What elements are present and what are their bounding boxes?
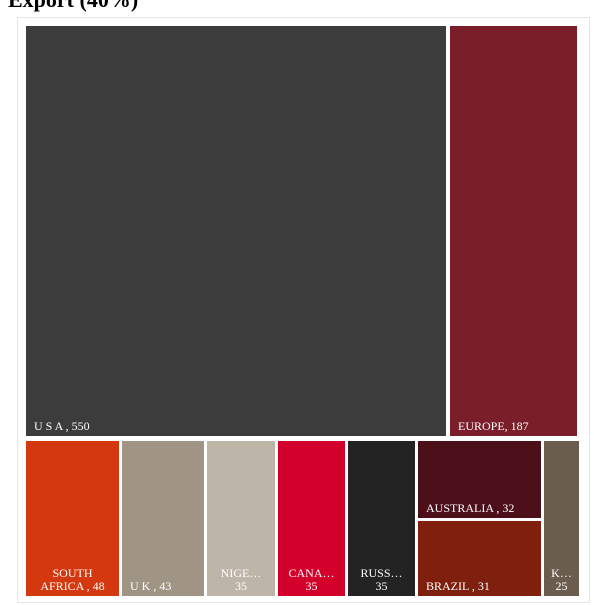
tile-label-south-africa: SOUTH bbox=[52, 566, 92, 580]
tile-k[interactable]: K…25 bbox=[544, 441, 579, 596]
chart-title: Export (40%) bbox=[8, 0, 138, 11]
tile-label-europe: EUROPE, 187 bbox=[458, 419, 529, 433]
tile-europe[interactable]: EUROPE, 187 bbox=[450, 26, 577, 436]
tile-cana[interactable]: CANA…35 bbox=[278, 441, 345, 596]
tile-label-k: K… bbox=[551, 566, 572, 580]
tile-label-australia: AUSTRALIA , 32 bbox=[426, 501, 514, 515]
tile-brazil[interactable]: BRAZIL , 31 bbox=[418, 521, 541, 596]
tile-rect-k[interactable] bbox=[544, 441, 579, 596]
tile-rect-russ[interactable] bbox=[348, 441, 415, 596]
tile-label-nige: NIGE… bbox=[221, 566, 262, 580]
tile-label-k: 25 bbox=[556, 579, 568, 593]
tile-rect-brazil[interactable] bbox=[418, 521, 541, 596]
tile-rect-south-africa[interactable] bbox=[26, 441, 119, 596]
tile-rect-nige[interactable] bbox=[207, 441, 275, 596]
tile-rect-australia[interactable] bbox=[418, 441, 541, 518]
tile-rect-u-k[interactable] bbox=[122, 441, 204, 596]
tile-label-cana: 35 bbox=[306, 579, 318, 593]
tile-label-russ: RUSS… bbox=[360, 566, 402, 580]
tile-label-u-s-a: U S A , 550 bbox=[34, 419, 90, 433]
tile-label-russ: 35 bbox=[376, 579, 388, 593]
tile-nige[interactable]: NIGE…35 bbox=[207, 441, 275, 596]
tile-label-brazil: BRAZIL , 31 bbox=[426, 579, 490, 593]
tile-australia[interactable]: AUSTRALIA , 32 bbox=[418, 441, 541, 518]
tile-label-nige: 35 bbox=[235, 579, 247, 593]
tile-rect-europe[interactable] bbox=[450, 26, 577, 436]
tile-label-u-k: U K , 43 bbox=[130, 579, 171, 593]
tile-u-s-a[interactable]: U S A , 550 bbox=[26, 26, 446, 436]
chart-frame: U S A , 550 EUROPE, 187 SOUTH AFRICA , 48 U … bbox=[17, 17, 590, 603]
tile-rect-cana[interactable] bbox=[278, 441, 345, 596]
tile-rect-u-s-a[interactable] bbox=[26, 26, 446, 436]
tile-russ[interactable]: RUSS…35 bbox=[348, 441, 415, 596]
tile-u-k[interactable]: U K , 43 bbox=[122, 441, 204, 596]
tile-label-south-africa: AFRICA , 48 bbox=[40, 579, 104, 593]
tile-label-cana: CANA… bbox=[288, 566, 334, 580]
